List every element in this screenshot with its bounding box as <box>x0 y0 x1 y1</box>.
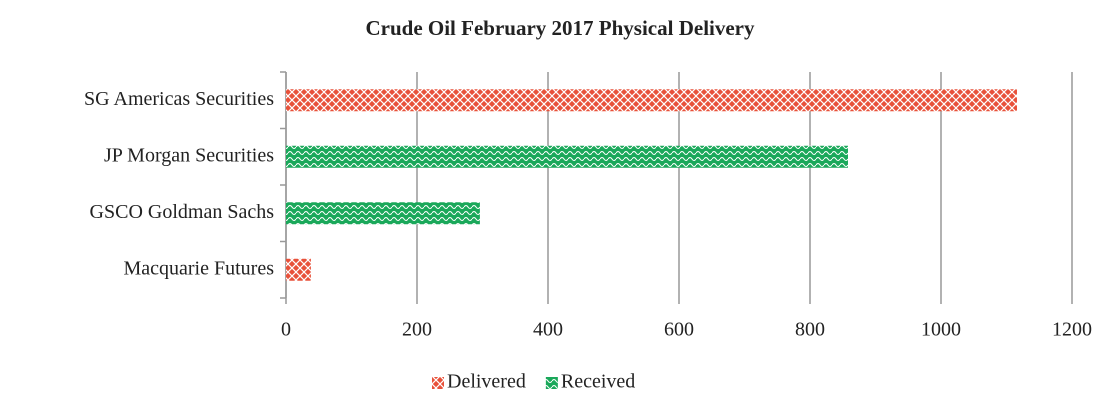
x-tick-label: 1200 <box>1052 319 1092 341</box>
x-tick-label: 600 <box>664 319 694 341</box>
x-tick-label: 1000 <box>921 319 961 341</box>
legend-label: Delivered <box>447 371 526 393</box>
x-tick-label: 0 <box>281 319 291 341</box>
bar <box>286 258 311 281</box>
x-tick-label: 200 <box>402 319 432 341</box>
bar <box>286 89 1017 112</box>
y-tick-label: SG Americas Securities <box>84 88 274 110</box>
legend-swatch <box>545 377 558 389</box>
chart-title: Crude Oil February 2017 Physical Deliver… <box>365 16 755 40</box>
bar <box>286 202 480 225</box>
y-tick-label: Macquarie Futures <box>123 257 274 279</box>
y-tick-label: GSCO Goldman Sachs <box>90 201 275 223</box>
bar <box>286 145 848 168</box>
x-tick-label: 400 <box>533 319 563 341</box>
legend-label: Received <box>561 371 635 393</box>
x-tick-label: 800 <box>795 319 825 341</box>
y-tick-label: JP Morgan Securities <box>104 144 274 166</box>
legend-swatch <box>432 377 444 389</box>
